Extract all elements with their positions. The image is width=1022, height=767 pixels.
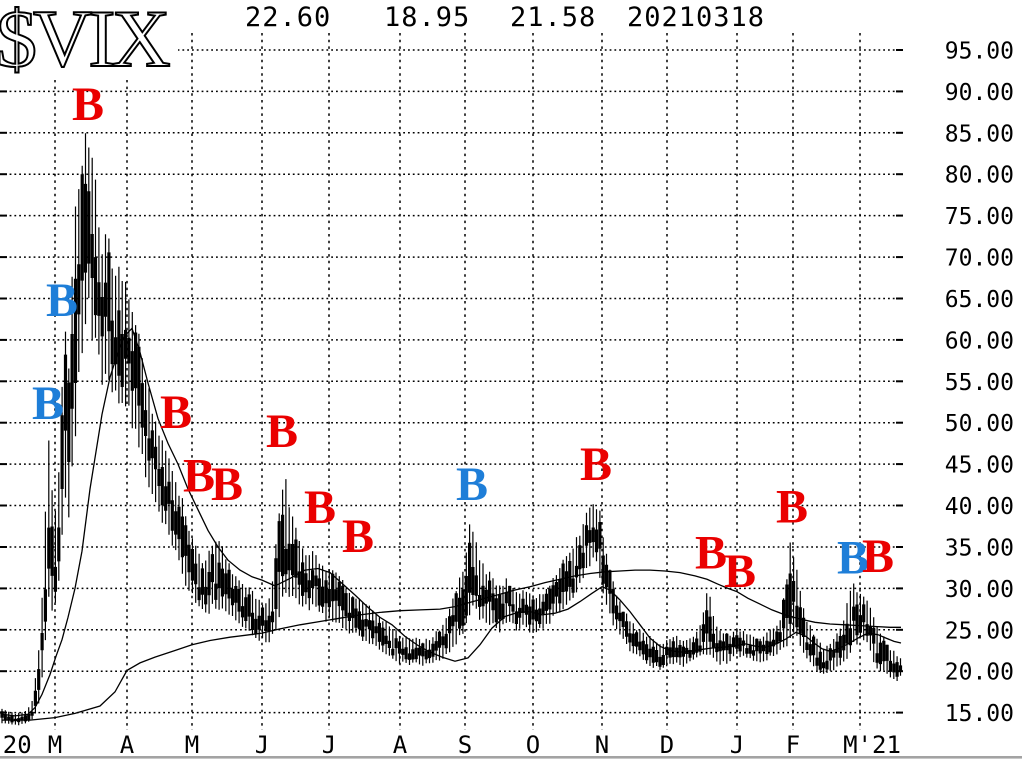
last-bar-high-value: 22.60 bbox=[245, 2, 332, 33]
buy-signal-marker-red: B bbox=[183, 450, 215, 503]
x-axis-label: M'21 bbox=[843, 731, 901, 759]
buy-signal-marker-red: B bbox=[72, 78, 104, 131]
buy-signal-marker-red: B bbox=[211, 458, 243, 511]
y-axis-label: 85.00 bbox=[945, 121, 1014, 147]
buy-signal-marker-blue: B bbox=[46, 274, 78, 327]
buy-signal-marker-red: B bbox=[266, 405, 298, 458]
buy-signal-marker-red: B bbox=[862, 530, 894, 583]
buy-signal-marker-red: B bbox=[342, 510, 374, 563]
x-axis-label: J bbox=[730, 731, 744, 759]
buy-signal-marker-red: B bbox=[160, 386, 192, 439]
buy-signal-marker-red: B bbox=[304, 481, 336, 534]
buy-signal-marker-blue: B bbox=[32, 377, 64, 430]
y-axis-label: 25.00 bbox=[945, 618, 1014, 644]
x-axis-label: S bbox=[458, 731, 472, 759]
last-bar-close-value: 21.58 bbox=[510, 2, 597, 33]
last-bar-low-value: 18.95 bbox=[384, 2, 471, 33]
logo-backdrop bbox=[0, 0, 178, 80]
x-axis-label: A bbox=[120, 731, 135, 759]
last-bar-date-value: 20210318 bbox=[627, 2, 766, 33]
price-bars bbox=[1, 133, 902, 726]
x-axis-label: N bbox=[595, 731, 609, 759]
y-axis-label: 45.00 bbox=[945, 453, 1014, 479]
buy-signal-marker-red: B bbox=[695, 527, 727, 580]
x-axis-label: J bbox=[255, 731, 269, 759]
x-axis-label: J bbox=[322, 731, 336, 759]
buy-signal-marker-red: B bbox=[776, 480, 808, 533]
chart-symbol-logo: $VIX bbox=[0, 0, 170, 84]
y-axis-label: 55.00 bbox=[945, 370, 1014, 396]
x-axis-label: D bbox=[660, 731, 674, 759]
y-axis-label: 70.00 bbox=[945, 246, 1014, 272]
buy-signal-marker-red: B bbox=[724, 545, 756, 598]
buy-signal-marker-red: B bbox=[580, 438, 612, 491]
y-axis-label: 95.00 bbox=[945, 39, 1014, 65]
y-axis-label: 35.00 bbox=[945, 535, 1014, 561]
y-axis-label: 80.00 bbox=[945, 163, 1014, 189]
buy-signal-marker-blue: B bbox=[456, 458, 488, 511]
window-bottom-border bbox=[0, 756, 1022, 759]
slow-moving-average-line bbox=[2, 569, 901, 721]
price-bar-bodies bbox=[0, 174, 903, 723]
x-axis-label: O bbox=[526, 731, 540, 759]
y-axis-label: 65.00 bbox=[945, 287, 1014, 313]
x-axis-label: '20 bbox=[0, 731, 32, 759]
x-axis-label: M bbox=[185, 731, 199, 759]
y-axis-label: 60.00 bbox=[945, 328, 1014, 354]
y-axis-label: 20.00 bbox=[945, 660, 1014, 686]
y-axis-label: 30.00 bbox=[945, 577, 1014, 603]
y-axis-label: 15.00 bbox=[945, 701, 1014, 727]
y-axis-label: 40.00 bbox=[945, 494, 1014, 520]
x-axis-label: M bbox=[48, 731, 62, 759]
y-axis-label: 75.00 bbox=[945, 204, 1014, 230]
x-axis-label: F bbox=[786, 731, 800, 759]
buy-signal-marker-blue: B bbox=[837, 532, 869, 585]
y-axis-label: 50.00 bbox=[945, 411, 1014, 437]
y-axis-label: 90.00 bbox=[945, 80, 1014, 106]
x-axis-label: A bbox=[393, 731, 408, 759]
